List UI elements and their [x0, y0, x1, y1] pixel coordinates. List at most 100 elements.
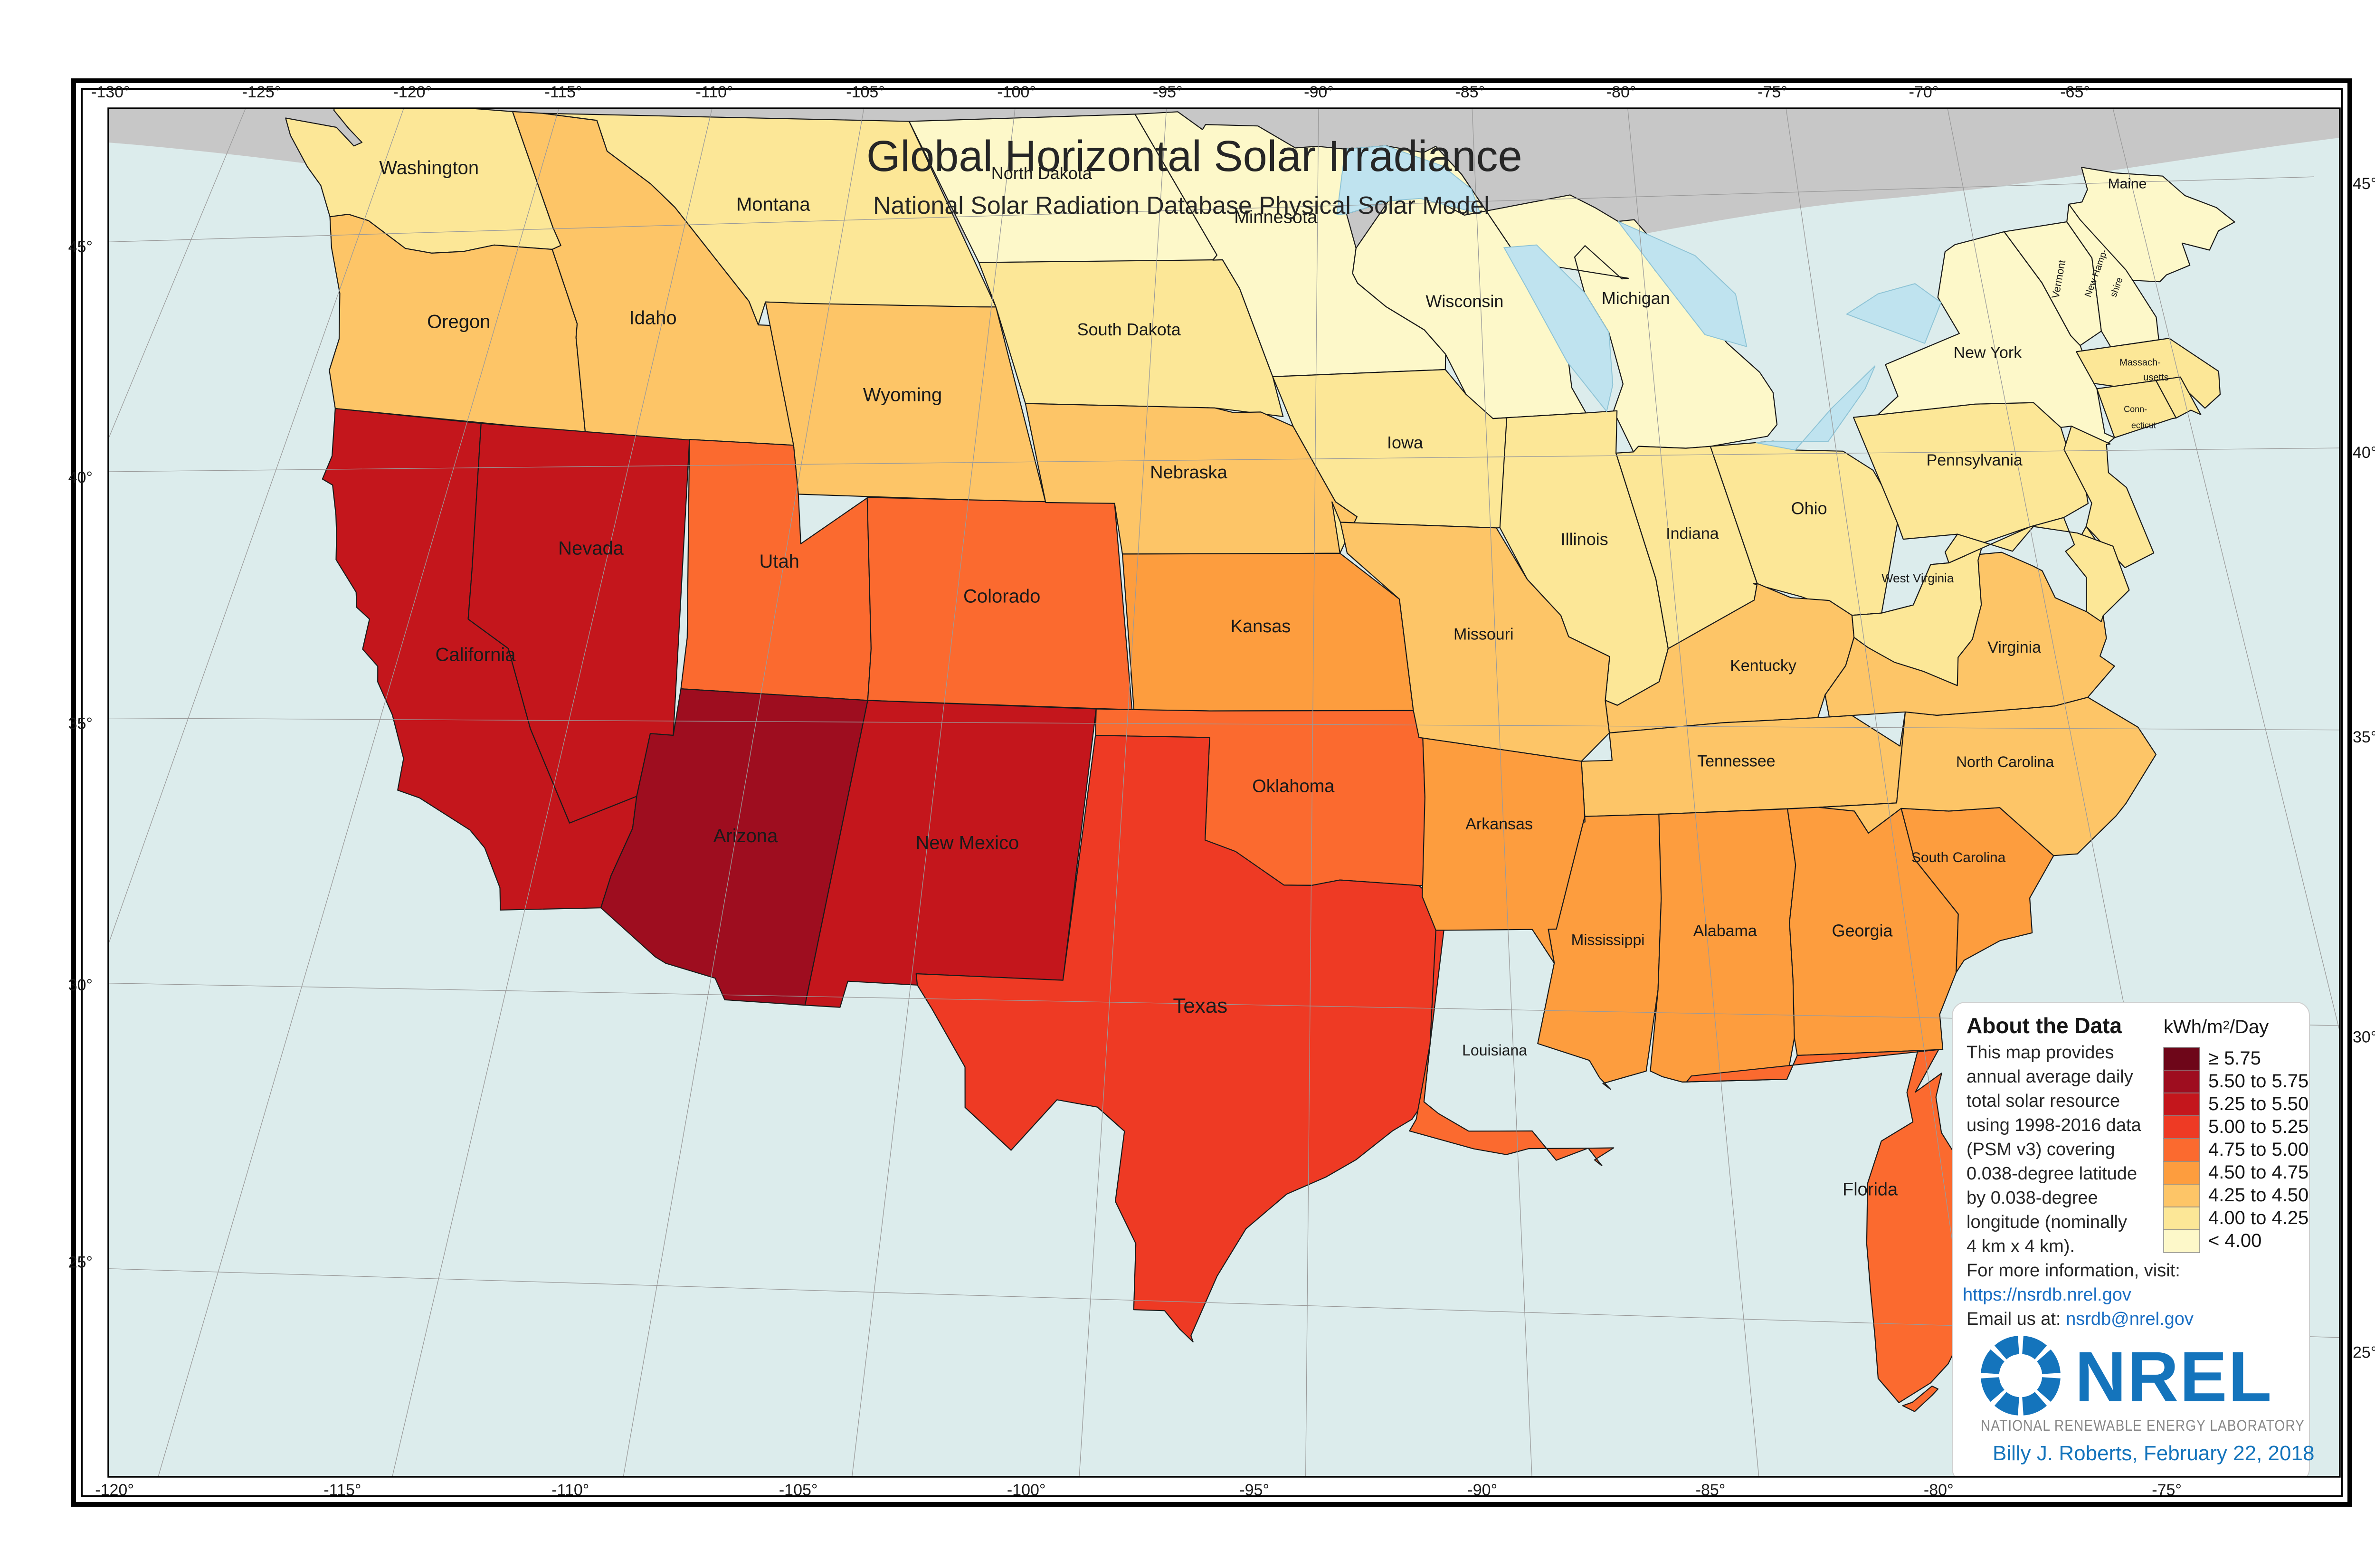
- svg-text:-110°: -110°: [696, 83, 733, 101]
- svg-text:-75°: -75°: [1758, 83, 1787, 101]
- svg-text:Michigan: Michigan: [1602, 288, 1670, 308]
- svg-text:Tennessee: Tennessee: [1697, 752, 1775, 770]
- svg-text:4 km x 4 km).: 4 km x 4 km).: [1966, 1236, 2075, 1256]
- svg-text:Conn-: Conn-: [2124, 405, 2147, 414]
- svg-text:< 4.00: < 4.00: [2208, 1230, 2261, 1251]
- svg-text:Montana: Montana: [736, 194, 810, 215]
- svg-text:-120°: -120°: [95, 1481, 134, 1499]
- svg-text:-105°: -105°: [846, 83, 885, 101]
- svg-text:-100°: -100°: [1007, 1481, 1046, 1499]
- svg-text:30°: 30°: [2353, 1028, 2375, 1046]
- svg-text:-95°: -95°: [1239, 1481, 1269, 1499]
- svg-text:Florida: Florida: [1843, 1180, 1898, 1200]
- svg-text:35°: 35°: [2353, 728, 2375, 746]
- svg-text:Maine: Maine: [2108, 176, 2147, 192]
- svg-text:Indiana: Indiana: [1666, 525, 1719, 543]
- svg-text:Global Horizontal Solar Irradi: Global Horizontal Solar Irradiance: [866, 132, 1522, 181]
- svg-text:usetts: usetts: [2143, 372, 2168, 383]
- svg-text:Georgia: Georgia: [1832, 921, 1893, 941]
- svg-text:-65°: -65°: [2060, 83, 2090, 101]
- svg-text:-90°: -90°: [1304, 83, 1334, 101]
- svg-text:Arkansas: Arkansas: [1465, 815, 1533, 833]
- svg-text:-80°: -80°: [1606, 83, 1636, 101]
- svg-text:Arizona: Arizona: [713, 826, 778, 846]
- svg-text:(PSM v3) covering: (PSM v3) covering: [1966, 1140, 2115, 1159]
- svg-text:-75°: -75°: [2152, 1481, 2182, 1499]
- svg-text:NATIONAL RENEWABLE ENERGY LABO: NATIONAL RENEWABLE ENERGY LABORATORY: [1981, 1417, 2305, 1434]
- svg-text:-125°: -125°: [242, 83, 281, 101]
- svg-text:Texas: Texas: [1173, 994, 1227, 1017]
- svg-text:25°: 25°: [2353, 1343, 2375, 1361]
- svg-text:30°: 30°: [68, 976, 93, 994]
- svg-text:North Carolina: North Carolina: [1956, 753, 2054, 770]
- svg-text:-115°: -115°: [323, 1481, 361, 1499]
- svg-text:-105°: -105°: [779, 1481, 818, 1499]
- svg-text:25°: 25°: [68, 1253, 93, 1271]
- svg-text:longitude (nominally: longitude (nominally: [1966, 1212, 2127, 1232]
- svg-text:4.00 to 4.25: 4.00 to 4.25: [2208, 1207, 2308, 1228]
- svg-text:Kentucky: Kentucky: [1730, 656, 1796, 675]
- svg-text:4.50 to 4.75: 4.50 to 4.75: [2208, 1162, 2308, 1183]
- svg-text:-110°: -110°: [551, 1481, 589, 1499]
- svg-text:Mississippi: Mississippi: [1571, 931, 1645, 949]
- svg-text:Illinois: Illinois: [1561, 530, 1608, 549]
- svg-text:Iowa: Iowa: [1387, 433, 1424, 452]
- svg-text:Utah: Utah: [759, 551, 799, 572]
- svg-text:West Virginia: West Virginia: [1881, 571, 1954, 585]
- svg-text:-120°: -120°: [393, 83, 432, 101]
- svg-text:Ohio: Ohio: [1791, 499, 1827, 518]
- svg-text:South Dakota: South Dakota: [1077, 320, 1181, 339]
- svg-text:National Solar Radiation Datab: National Solar Radiation Database Physic…: [873, 192, 1490, 219]
- svg-text:using 1998-2016 data: using 1998-2016 data: [1966, 1115, 2142, 1135]
- svg-text:Nebraska: Nebraska: [1150, 463, 1227, 483]
- svg-text:South Carolina: South Carolina: [1911, 850, 2006, 865]
- svg-text:Billy J. Roberts, February 22: Billy J. Roberts, February 22, 2018: [1993, 1442, 2314, 1465]
- svg-text:Louisiana: Louisiana: [1462, 1042, 1527, 1059]
- svg-text:-90°: -90°: [1467, 1481, 1497, 1499]
- svg-text:by 0.038-degree: by 0.038-degree: [1966, 1188, 2098, 1208]
- svg-text:40°: 40°: [68, 469, 93, 487]
- svg-text:-70°: -70°: [1909, 83, 1939, 101]
- svg-text:Nevada: Nevada: [558, 538, 624, 559]
- svg-text:0.038-degree latitude: 0.038-degree latitude: [1966, 1164, 2137, 1184]
- svg-text:Oklahoma: Oklahoma: [1252, 776, 1335, 796]
- svg-text:Alabama: Alabama: [1693, 922, 1757, 940]
- svg-text:45°: 45°: [68, 238, 93, 256]
- svg-text:total solar resource: total solar resource: [1966, 1091, 2120, 1111]
- svg-text:Pennsylvania: Pennsylvania: [1927, 451, 2023, 469]
- svg-text:-85°: -85°: [1696, 1481, 1726, 1499]
- svg-text:-95°: -95°: [1153, 83, 1183, 101]
- svg-text:-130°: -130°: [91, 83, 130, 101]
- svg-text:Massach-: Massach-: [2119, 358, 2161, 368]
- svg-text:California: California: [436, 644, 516, 665]
- svg-text:Email us at: nsrdb@nrel.gov: Email us at: nsrdb@nrel.gov: [1966, 1309, 2194, 1329]
- svg-text:annual average daily: annual average daily: [1966, 1067, 2133, 1087]
- svg-text:45°: 45°: [2353, 175, 2375, 193]
- svg-text:≥ 5.75: ≥ 5.75: [2208, 1048, 2261, 1069]
- svg-text:4.75 to 5.00: 4.75 to 5.00: [2208, 1139, 2308, 1160]
- svg-text:Wyoming: Wyoming: [863, 385, 942, 406]
- svg-text:https://nsrdb.nrel.gov: https://nsrdb.nrel.gov: [1963, 1285, 2131, 1305]
- svg-text:Colorado: Colorado: [963, 586, 1040, 607]
- svg-text:New York: New York: [1954, 343, 2023, 361]
- svg-text:Oregon: Oregon: [427, 311, 490, 332]
- svg-text:Virginia: Virginia: [1987, 638, 2041, 656]
- svg-text:-80°: -80°: [1924, 1481, 1954, 1499]
- svg-text:This map provides: This map provides: [1966, 1043, 2114, 1063]
- svg-text:-85°: -85°: [1455, 83, 1485, 101]
- svg-text:Washington: Washington: [379, 157, 479, 178]
- svg-text:ecticut: ecticut: [2131, 420, 2156, 430]
- svg-text:Idaho: Idaho: [629, 307, 677, 328]
- svg-text:NREL: NREL: [2075, 1337, 2272, 1416]
- svg-text:For more information, visit:: For more information, visit:: [1966, 1261, 2180, 1281]
- svg-text:35°: 35°: [68, 715, 93, 733]
- svg-text:About the Data: About the Data: [1966, 1013, 2122, 1038]
- svg-text:5.50 to 5.75: 5.50 to 5.75: [2208, 1071, 2308, 1092]
- svg-text:Kansas: Kansas: [1231, 617, 1291, 637]
- svg-text:5.00 to 5.25: 5.00 to 5.25: [2208, 1116, 2308, 1137]
- svg-text:Wisconsin: Wisconsin: [1425, 291, 1503, 311]
- svg-text:-100°: -100°: [997, 83, 1036, 101]
- svg-text:kWh/m2/Day: kWh/m2/Day: [2164, 1017, 2269, 1037]
- svg-text:5.25 to 5.50: 5.25 to 5.50: [2208, 1093, 2308, 1114]
- svg-text:Missouri: Missouri: [1454, 625, 1514, 643]
